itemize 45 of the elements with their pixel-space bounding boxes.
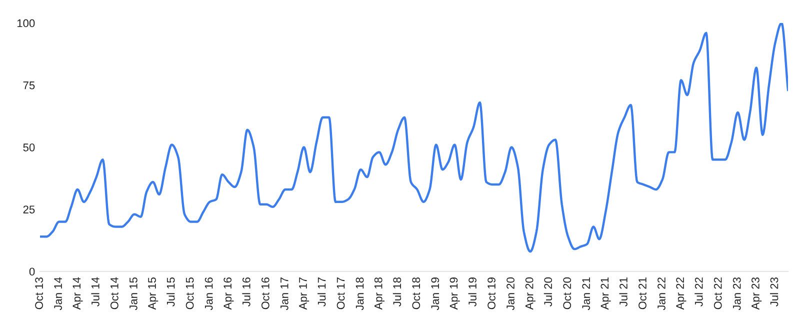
x-tick-label: Jul 17	[318, 278, 326, 306]
x-tick-label: Oct 21	[638, 278, 646, 310]
x-tick-label: Apr 17	[299, 278, 310, 310]
x-tick-label: Jul 14	[91, 277, 100, 306]
x-tick-label: Jul 20	[544, 277, 552, 306]
x-tick-label: Oct 22	[714, 278, 722, 310]
x-tick-label: Jul 19	[468, 278, 476, 306]
x-tick-label: Jul 15	[166, 277, 175, 306]
x-tick-label: Oct 15	[186, 277, 194, 310]
x-tick-label: Jan 15	[130, 277, 138, 310]
x-tick-label: Oct 19	[488, 278, 496, 310]
x-tick-label: Apr 23	[752, 277, 762, 310]
x-tick-label: Apr 20	[525, 277, 536, 310]
y-tick-label: 100	[17, 19, 35, 28]
x-tick-label: Jan 18	[356, 277, 364, 310]
x-tick-label: Apr 16	[224, 277, 234, 310]
x-tick-label: Jan 20	[506, 277, 514, 310]
x-tick-label: Jan 19	[431, 278, 440, 310]
x-tick-label: Oct 20	[563, 277, 572, 310]
x-tick-label: Apr 19	[450, 278, 460, 310]
y-tick-label: 75	[23, 82, 35, 90]
y-tick-label: 25	[23, 206, 35, 214]
x-tick-label: Apr 14	[72, 277, 83, 310]
x-tick-label: Jan 23	[732, 277, 741, 310]
x-tick-label: Jul 21	[619, 278, 628, 306]
x-tick-label: Jul 22	[694, 278, 703, 306]
x-tick-label: Oct 17	[336, 278, 345, 310]
x-tick-label: Oct 14	[110, 277, 118, 310]
x-tick-label: Oct 18	[412, 277, 420, 310]
y-tick-label: 50	[23, 143, 35, 152]
x-tick-label: Jan 16	[204, 277, 213, 310]
x-tick-label: Jan 22	[658, 278, 666, 310]
x-tick-label: Apr 21	[600, 278, 611, 310]
x-tick-label: Oct 16	[261, 277, 270, 310]
x-tick-label: Jan 14	[54, 277, 62, 310]
x-tick-label: Apr 18	[374, 277, 384, 310]
x-tick-label: Jul 23	[770, 277, 778, 306]
x-tick-label: Jan 21	[582, 278, 590, 310]
x-tick-label: Jul 18	[392, 277, 402, 306]
x-tick-label: Oct 13	[35, 277, 43, 310]
x-tick-label: Jan 17	[280, 278, 288, 310]
x-tick-label: Jul 16	[242, 277, 250, 306]
x-tick-label: Apr 15	[148, 277, 158, 310]
y-tick-label: 0	[29, 268, 35, 276]
x-tick-label: Apr 22	[676, 278, 686, 310]
